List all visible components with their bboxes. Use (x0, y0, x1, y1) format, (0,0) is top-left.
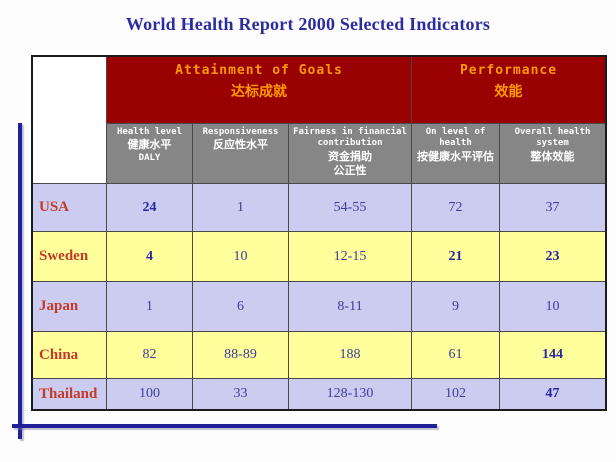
cell-japan-fairness: 8-11 (289, 282, 412, 332)
cell-thailand-health-level: 100 (107, 379, 193, 409)
decor-vertical-line (18, 123, 22, 439)
decor-horizontal-line (12, 424, 437, 428)
cell-sweden-overall: 23 (500, 232, 605, 282)
group-header-attainment-en: Attainment of Goals (175, 63, 343, 78)
column-header-line: 公正性 (333, 163, 367, 177)
column-header-line: Fairness in financial (293, 127, 407, 137)
cell-sweden-fairness: 12-15 (289, 232, 412, 282)
column-header-line: contribution (317, 138, 383, 149)
cell-usa-health-level: 24 (107, 184, 193, 232)
cell-sweden-responsiveness: 10 (193, 232, 289, 282)
cell-usa-responsiveness: 1 (193, 184, 289, 232)
row-japan-label: Japan (33, 282, 107, 332)
column-header-line: system (536, 138, 569, 149)
column-header-line: On level of (425, 127, 486, 137)
column-header-line: 整体效能 (530, 149, 575, 163)
column-header-responsiveness: Responsiveness 反应性水平 (193, 124, 289, 184)
cell-thailand-on-level: 102 (412, 379, 500, 409)
slide-title: World Health Report 2000 Selected Indica… (125, 14, 491, 34)
column-header-line: 资金捐助 (328, 149, 372, 163)
cell-china-fairness: 188 (289, 332, 412, 379)
group-header-attainment-zh: 达标成就 (231, 84, 287, 100)
column-header-line: 按健康水平评估 (417, 149, 494, 163)
cell-sweden-on-level: 21 (412, 232, 500, 282)
column-header-fairness: Fairness in financial contribution 资金捐助 … (289, 124, 412, 184)
column-header-overall-health-system: Overall health system 整体效能 (500, 124, 605, 184)
column-header-line: Overall health (514, 127, 591, 137)
cell-japan-overall: 10 (500, 282, 605, 332)
cell-thailand-responsiveness: 33 (193, 379, 289, 409)
cell-china-overall: 144 (500, 332, 605, 379)
cell-japan-responsiveness: 6 (193, 282, 289, 332)
group-header-performance: Performance 效能 (412, 57, 605, 124)
group-header-performance-en: Performance (459, 63, 558, 78)
cell-japan-on-level: 9 (412, 282, 500, 332)
cell-china-on-level: 61 (412, 332, 500, 379)
row-thailand-label: Thailand (33, 379, 107, 409)
column-header-line: Health level (116, 127, 183, 137)
cell-usa-overall: 37 (500, 184, 605, 232)
cell-usa-on-level: 72 (412, 184, 500, 232)
row-sweden-label: Sweden (33, 232, 107, 282)
cell-china-responsiveness: 88-89 (193, 332, 289, 379)
group-header-performance-zh: 效能 (494, 84, 523, 100)
indicators-table: Attainment of Goals 达标成就 Performance 效能 … (31, 55, 607, 411)
cell-japan-health-level: 1 (107, 282, 193, 332)
column-header-on-level-of-health: On level of health 按健康水平评估 (412, 124, 500, 184)
column-header-line: 反应性水平 (213, 138, 268, 152)
column-header-health-level: Health level 健康水平 DALY (107, 124, 193, 184)
cell-thailand-overall: 47 (500, 379, 605, 409)
corner-cell (33, 57, 107, 184)
cell-thailand-fairness: 128-130 (289, 379, 412, 409)
column-header-line: Responsiveness (202, 127, 279, 137)
row-china-label: China (33, 332, 107, 379)
row-usa-label: USA (33, 184, 107, 232)
column-header-line: 健康水平 (127, 138, 172, 152)
column-header-line: DALY (138, 152, 161, 163)
column-header-line: health (439, 138, 472, 149)
group-header-attainment: Attainment of Goals 达标成就 (107, 57, 412, 124)
cell-china-health-level: 82 (107, 332, 193, 379)
cell-usa-fairness: 54-55 (289, 184, 412, 232)
cell-sweden-health-level: 4 (107, 232, 193, 282)
